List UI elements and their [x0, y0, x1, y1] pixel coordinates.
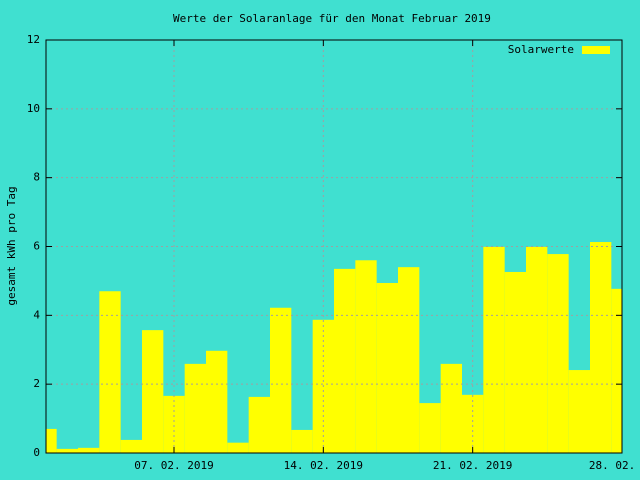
bar — [291, 429, 313, 453]
y-axis-label: gesamt kWh pro Tag — [5, 186, 18, 305]
bar — [184, 363, 206, 453]
y-tick-label: 4 — [33, 308, 40, 321]
bar — [334, 268, 356, 453]
x-tick-label: 28. 02. 20 — [589, 459, 640, 472]
bar — [483, 246, 505, 453]
y-tick-label: 8 — [33, 171, 40, 184]
x-tick-label: 21. 02. 2019 — [433, 459, 512, 472]
legend-swatch — [582, 46, 610, 54]
bar — [206, 350, 228, 453]
bar — [46, 428, 57, 453]
bar — [398, 267, 420, 453]
bar — [355, 260, 377, 453]
bar — [590, 242, 612, 453]
bar — [504, 271, 526, 453]
bar — [120, 439, 142, 453]
bar — [142, 330, 164, 453]
bar — [248, 396, 270, 453]
y-tick-label: 10 — [27, 102, 40, 115]
y-tick-label: 6 — [33, 240, 40, 253]
legend-label: Solarwerte — [508, 43, 574, 56]
bar — [440, 363, 462, 453]
bar — [78, 447, 100, 453]
y-tick-label: 2 — [33, 377, 40, 390]
bar — [547, 254, 569, 453]
y-tick-label: 0 — [33, 446, 40, 459]
plot-area — [46, 242, 622, 453]
bar — [462, 394, 484, 453]
chart-title: Werte der Solaranlage für den Monat Febr… — [173, 12, 491, 25]
bar — [611, 288, 622, 453]
y-tick-label: 12 — [27, 33, 40, 46]
bar — [227, 442, 249, 453]
bar — [376, 282, 398, 453]
bar — [568, 370, 590, 453]
plot-border — [45, 39, 623, 454]
bar — [270, 307, 292, 453]
x-tick-label: 14. 02. 2019 — [284, 459, 363, 472]
bar — [56, 448, 78, 453]
bar — [163, 395, 185, 453]
bar — [99, 291, 121, 453]
bar — [526, 246, 548, 453]
bar — [419, 403, 441, 453]
x-tick-label: 07. 02. 2019 — [134, 459, 213, 472]
